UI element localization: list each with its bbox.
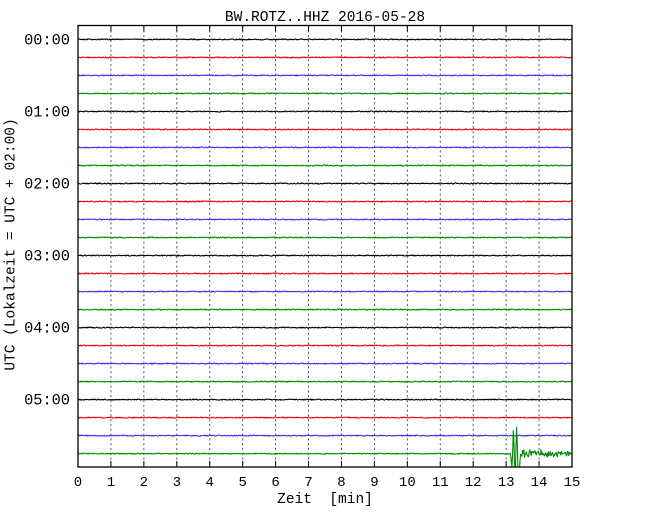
svg-text:4: 4 xyxy=(206,475,214,491)
svg-text:15: 15 xyxy=(564,475,581,491)
svg-text:05:00: 05:00 xyxy=(24,392,70,410)
svg-text:14: 14 xyxy=(531,475,548,491)
svg-text:12: 12 xyxy=(465,475,482,491)
svg-text:0: 0 xyxy=(74,475,82,491)
svg-text:00:00: 00:00 xyxy=(24,31,70,49)
svg-text:03:00: 03:00 xyxy=(24,248,70,266)
svg-text:02:00: 02:00 xyxy=(24,175,70,193)
svg-text:8: 8 xyxy=(337,475,345,491)
svg-text:7: 7 xyxy=(304,475,312,491)
svg-text:5: 5 xyxy=(238,475,246,491)
svg-text:9: 9 xyxy=(370,475,378,491)
svg-text:13: 13 xyxy=(498,475,515,491)
svg-text:3: 3 xyxy=(173,475,181,491)
svg-text:2: 2 xyxy=(140,475,148,491)
svg-text:01:00: 01:00 xyxy=(24,103,70,121)
svg-text:1: 1 xyxy=(107,475,115,491)
svg-text:11: 11 xyxy=(432,475,449,491)
svg-text:6: 6 xyxy=(271,475,279,491)
svg-text:04:00: 04:00 xyxy=(24,320,70,338)
svg-text:10: 10 xyxy=(399,475,416,491)
